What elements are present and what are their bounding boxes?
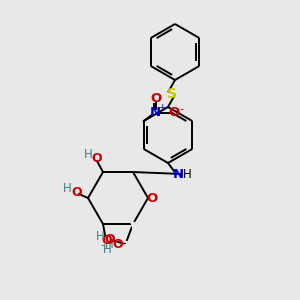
Text: O: O — [150, 92, 161, 106]
Text: H: H — [63, 182, 71, 196]
Text: +: + — [158, 103, 166, 112]
Text: O: O — [102, 235, 112, 248]
Text: H: H — [183, 167, 191, 181]
Text: O: O — [168, 106, 179, 119]
Text: H: H — [84, 148, 92, 160]
Text: S: S — [167, 86, 176, 100]
Text: H: H — [96, 230, 104, 244]
Text: O: O — [146, 191, 158, 205]
Text: O: O — [113, 238, 123, 251]
Text: -: - — [100, 240, 104, 250]
Text: O: O — [92, 152, 102, 164]
Text: N: N — [172, 167, 184, 181]
Text: H: H — [103, 244, 111, 256]
Text: N: N — [150, 106, 161, 119]
Text: -: - — [180, 104, 184, 114]
Text: O: O — [72, 187, 82, 200]
Text: O: O — [105, 233, 115, 247]
Text: H: H — [105, 238, 113, 251]
